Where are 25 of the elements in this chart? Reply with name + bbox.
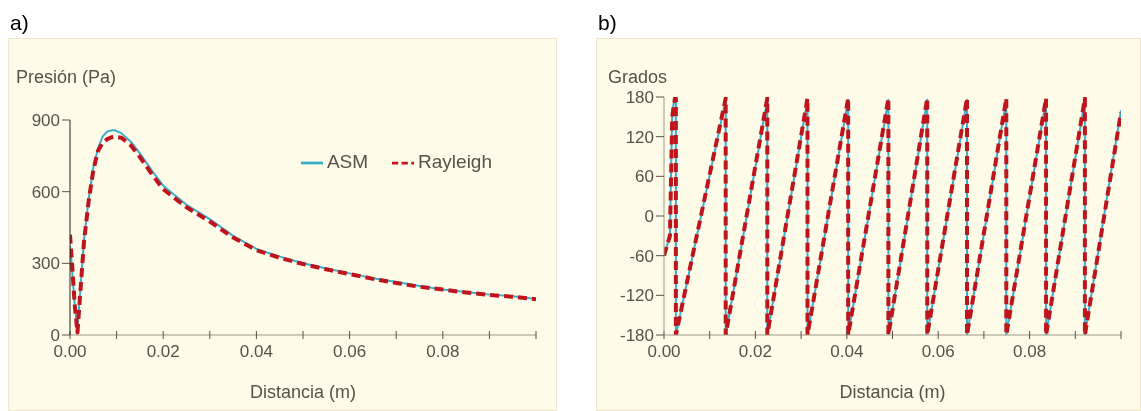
y-tick-label: -120 xyxy=(619,286,654,306)
y-tick-label: 0 xyxy=(644,207,654,227)
chart-title: b) xyxy=(597,10,618,36)
y-tick-label: 120 xyxy=(625,127,654,147)
x-tick-label: 0.06 xyxy=(921,342,955,362)
legend-label: ASM xyxy=(326,151,369,172)
y-tick-label: 900 xyxy=(31,111,60,131)
x-tick-label: 0.02 xyxy=(146,342,180,362)
x-tick-label: 0.08 xyxy=(1013,342,1047,362)
chart-title: a) xyxy=(9,10,30,36)
y-tick-label: 180 xyxy=(625,88,654,108)
x-axis-title: Distancia (m) xyxy=(839,382,946,402)
x-tick-label: 0.06 xyxy=(333,342,367,362)
y-axis-title: Presión (Pa) xyxy=(16,67,117,88)
x-tick-label: 0.02 xyxy=(738,342,772,362)
legend-label: Rayleigh xyxy=(418,151,492,172)
y-axis-title: Grados xyxy=(608,67,668,88)
y-tick-label: 60 xyxy=(635,167,654,187)
x-axis-title: Distancia (m) xyxy=(249,382,357,402)
x-tick-label: 0.08 xyxy=(426,342,460,362)
y-tick-label: -60 xyxy=(629,246,654,266)
y-tick-label: 300 xyxy=(31,254,60,274)
x-tick-label: 0.04 xyxy=(830,342,864,362)
y-tick-label: 600 xyxy=(31,182,60,202)
x-tick-label: 0.04 xyxy=(239,342,273,362)
